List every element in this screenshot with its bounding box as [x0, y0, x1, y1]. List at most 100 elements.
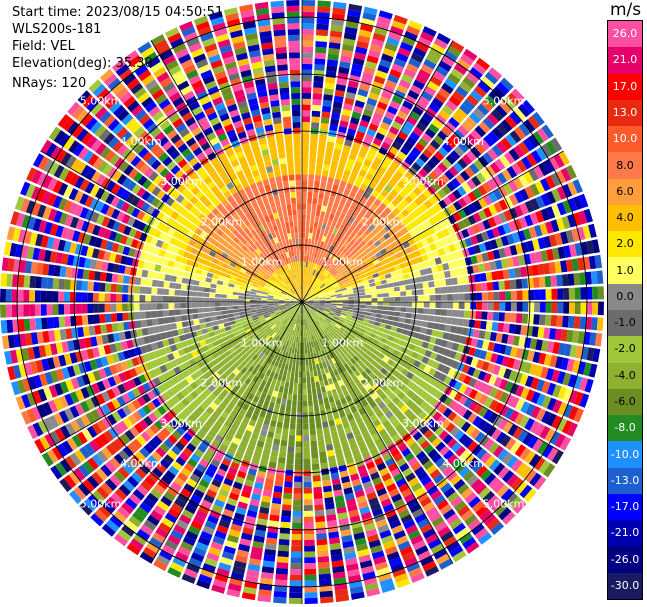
- velocity-gate: [64, 279, 71, 290]
- velocity-gate: [151, 295, 157, 302]
- velocity-gate: [487, 311, 494, 321]
- velocity-gate: [431, 361, 440, 370]
- velocity-gate: [312, 99, 322, 106]
- velocity-gate: [93, 436, 105, 449]
- velocity-gate: [108, 252, 117, 263]
- velocity-gate: [402, 100, 414, 110]
- velocity-gate: [313, 334, 317, 341]
- velocity-gate: [299, 325, 301, 331]
- velocity-gate: [321, 111, 331, 119]
- velocity-gate: [338, 329, 345, 335]
- velocity-gate: [342, 349, 349, 356]
- velocity-gate: [296, 324, 299, 331]
- velocity-gate: [133, 303, 140, 311]
- velocity-gate: [408, 567, 423, 578]
- velocity-gate: [475, 311, 482, 320]
- velocity-gate: [421, 275, 428, 282]
- velocity-gate: [48, 384, 58, 398]
- velocity-gate: [182, 447, 193, 458]
- velocity-gate: [412, 187, 422, 197]
- velocity-gate: [441, 82, 454, 94]
- velocity-gate: [303, 435, 310, 442]
- velocity-gate: [475, 172, 486, 184]
- velocity-gate: [411, 351, 419, 359]
- velocity-gate: [211, 504, 223, 514]
- velocity-gate: [342, 540, 354, 549]
- velocity-gate: [284, 300, 291, 302]
- velocity-gate: [336, 423, 344, 431]
- velocity-gate: [308, 267, 311, 274]
- velocity-gate: [261, 495, 272, 503]
- velocity-gate: [145, 427, 156, 438]
- velocity-gate: [341, 292, 348, 296]
- velocity-gate: [384, 257, 392, 264]
- velocity-gate: [441, 55, 455, 67]
- velocity-gate: [438, 430, 449, 441]
- velocity-gate: [305, 306, 310, 311]
- velocity-gate: [257, 288, 264, 292]
- velocity-gate: [476, 103, 490, 116]
- velocity-gate: [160, 495, 173, 507]
- velocity-gate: [411, 461, 422, 472]
- velocity-gate: [233, 312, 240, 317]
- velocity-gate: [458, 141, 469, 153]
- velocity-gate: [362, 280, 370, 285]
- velocity-gate: [454, 429, 465, 441]
- velocity-gate: [261, 296, 268, 299]
- velocity-gate: [369, 400, 378, 409]
- velocity-gate: [64, 393, 74, 406]
- velocity-gate: [309, 365, 313, 372]
- velocity-gate: [380, 121, 391, 131]
- velocity-gate: [371, 305, 378, 310]
- velocity-gate: [150, 342, 159, 351]
- velocity-gate: [487, 250, 495, 261]
- velocity-gate: [313, 284, 319, 290]
- velocity-gate: [321, 223, 327, 230]
- velocity-gate: [364, 383, 372, 391]
- velocity-gate: [124, 520, 139, 533]
- velocity-gate: [304, 319, 306, 326]
- velocity-gate: [440, 255, 448, 264]
- velocity-gate: [406, 349, 414, 357]
- velocity-gate: [311, 268, 315, 275]
- velocity-gate: [492, 175, 503, 187]
- velocity-gate: [232, 309, 239, 313]
- velocity-gate: [504, 381, 514, 393]
- velocity-gate: [189, 438, 200, 448]
- velocity-gate: [143, 443, 155, 454]
- velocity-gate: [492, 480, 505, 494]
- velocity-gate: [304, 307, 307, 313]
- velocity-gate: [53, 265, 61, 277]
- velocity-gate: [509, 111, 522, 125]
- velocity-gate: [302, 168, 308, 175]
- velocity-gate: [504, 115, 518, 129]
- velocity-gate: [226, 588, 241, 598]
- velocity-gate: [252, 316, 259, 321]
- velocity-gate: [555, 356, 564, 369]
- velocity-gate: [371, 190, 380, 198]
- velocity-gate: [128, 247, 136, 257]
- velocity-gate: [396, 110, 408, 120]
- velocity-gate: [442, 104, 454, 116]
- velocity-gate: [363, 212, 371, 221]
- velocity-gate: [349, 379, 356, 388]
- velocity-gate: [101, 391, 111, 403]
- velocity-gate: [214, 356, 223, 364]
- velocity-gate: [335, 324, 341, 329]
- velocity-gate: [435, 302, 442, 309]
- velocity-gate: [343, 32, 357, 41]
- velocity-gate: [323, 309, 330, 313]
- velocity-gate: [357, 125, 368, 134]
- velocity-gate: [319, 282, 325, 288]
- velocity-gate: [256, 440, 265, 448]
- velocity-gate: [433, 166, 444, 177]
- velocity-gate: [318, 567, 331, 575]
- velocity-gate: [188, 413, 198, 423]
- velocity-gate: [294, 312, 298, 318]
- velocity-gate: [404, 156, 415, 166]
- velocity-gate: [592, 302, 599, 315]
- velocity-gate: [407, 89, 420, 100]
- velocity-gate: [164, 324, 172, 331]
- velocity-gate: [434, 287, 442, 294]
- velocity-gate: [270, 420, 277, 427]
